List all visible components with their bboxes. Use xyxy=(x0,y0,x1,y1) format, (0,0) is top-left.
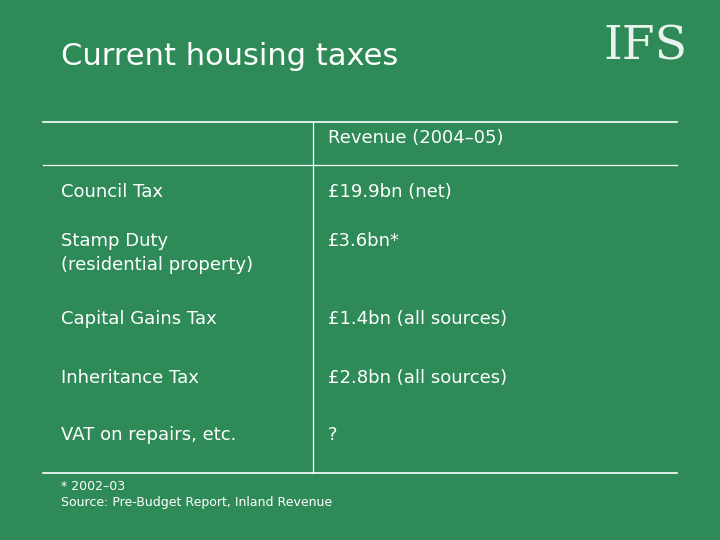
Text: £1.4bn (all sources): £1.4bn (all sources) xyxy=(328,309,507,328)
Text: VAT on repairs, etc.: VAT on repairs, etc. xyxy=(61,426,237,444)
Text: Capital Gains Tax: Capital Gains Tax xyxy=(61,309,217,328)
Text: Source: Pre-Budget Report, Inland Revenue: Source: Pre-Budget Report, Inland Revenu… xyxy=(61,496,333,509)
Text: * 2002–03: * 2002–03 xyxy=(61,480,125,492)
Text: Revenue (2004–05): Revenue (2004–05) xyxy=(328,129,503,147)
Text: Current housing taxes: Current housing taxes xyxy=(61,42,398,71)
Text: Inheritance Tax: Inheritance Tax xyxy=(61,369,199,387)
Text: £3.6bn*: £3.6bn* xyxy=(328,232,400,250)
Text: IFS: IFS xyxy=(603,24,688,70)
Text: Council Tax: Council Tax xyxy=(61,183,163,201)
Text: ?: ? xyxy=(328,426,337,444)
Text: £2.8bn (all sources): £2.8bn (all sources) xyxy=(328,369,507,387)
Text: £19.9bn (net): £19.9bn (net) xyxy=(328,183,451,201)
Text: Stamp Duty
(residential property): Stamp Duty (residential property) xyxy=(61,232,253,274)
